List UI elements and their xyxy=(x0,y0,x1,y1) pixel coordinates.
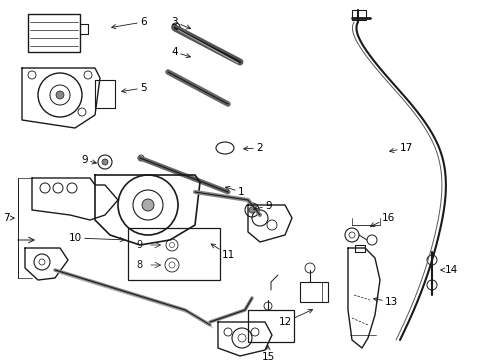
Text: 10: 10 xyxy=(69,233,124,243)
Text: 9: 9 xyxy=(81,155,96,165)
Bar xyxy=(299,282,327,302)
Bar xyxy=(247,310,293,342)
Text: 8: 8 xyxy=(136,260,142,270)
Text: 1: 1 xyxy=(225,186,244,197)
Text: 7: 7 xyxy=(3,213,14,223)
Text: 14: 14 xyxy=(440,265,457,275)
Bar xyxy=(351,10,365,20)
Bar xyxy=(28,14,80,52)
Text: 9: 9 xyxy=(253,201,271,211)
Text: 9: 9 xyxy=(136,240,142,250)
Text: 13: 13 xyxy=(373,297,397,307)
Circle shape xyxy=(56,91,64,99)
Text: 12: 12 xyxy=(278,309,312,327)
Text: 5: 5 xyxy=(122,83,146,93)
Circle shape xyxy=(248,207,254,213)
Text: 16: 16 xyxy=(369,213,394,226)
Bar xyxy=(128,228,220,280)
Text: 3: 3 xyxy=(171,17,190,29)
Text: 6: 6 xyxy=(111,17,146,29)
Text: 11: 11 xyxy=(211,244,235,260)
Circle shape xyxy=(142,199,154,211)
Text: 4: 4 xyxy=(171,47,190,58)
Text: 17: 17 xyxy=(389,143,412,153)
Circle shape xyxy=(102,159,108,165)
Text: 2: 2 xyxy=(243,143,262,153)
Text: 15: 15 xyxy=(261,346,274,360)
